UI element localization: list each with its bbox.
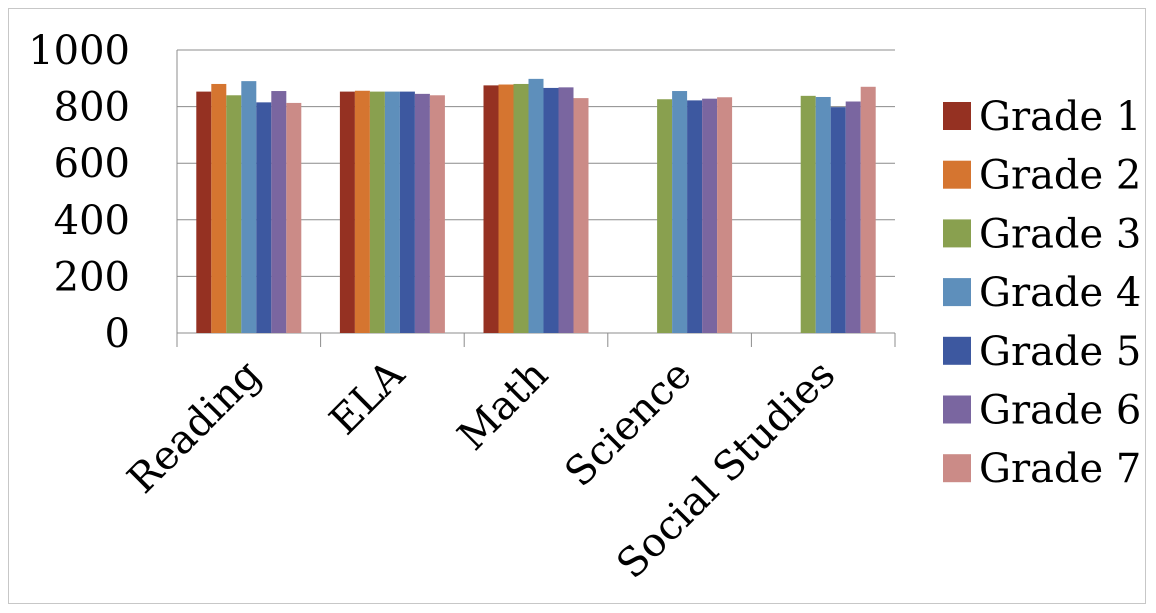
bar-ela-grade-7 (429, 95, 445, 333)
legend-label-grade-3: Grade 3 (979, 211, 1141, 257)
y-tick-label-200: 200 (54, 254, 130, 300)
legend-label-grade-5: Grade 5 (979, 329, 1141, 375)
bars (196, 78, 876, 334)
x-category-label-science: Science (556, 352, 700, 496)
legend-swatch-grade-2 (943, 160, 971, 189)
bar-ela-grade-3 (369, 91, 385, 333)
bar-ela-grade-4 (384, 91, 400, 333)
legend-label-grade-7: Grade 7 (979, 446, 1141, 492)
bar-social-studies-grade-5 (830, 107, 846, 333)
legend-swatch-grade-6 (943, 395, 971, 424)
legend-label-grade-2: Grade 2 (979, 153, 1141, 199)
bar-ela-grade-6 (414, 93, 430, 334)
legend: Grade 1 Grade 2 Grade 3 Grade 4 Grade 5 Grade… (943, 94, 1141, 492)
legend-label-grade-6: Grade 6 (979, 388, 1141, 434)
legend-swatch-grade-7 (943, 454, 971, 483)
bar-reading-grade-3 (226, 95, 242, 333)
legend-swatch-grade-4 (943, 278, 971, 307)
bar-reading-grade-5 (256, 102, 272, 333)
bar-math-grade-7 (573, 98, 589, 333)
bar-social-studies-grade-4 (815, 96, 831, 333)
bar-math-grade-5 (543, 87, 559, 333)
bar-math-grade-2 (498, 84, 514, 333)
bar-science-grade-5 (687, 100, 703, 334)
x-category-label-reading: Reading (119, 352, 270, 503)
bar-math-grade-4 (528, 78, 544, 333)
bar-reading-grade-1 (196, 91, 212, 333)
bar-reading-grade-7 (286, 102, 302, 334)
x-category-label-math: Math (449, 352, 557, 460)
bar-reading-grade-6 (271, 91, 287, 333)
bar-ela-grade-2 (354, 90, 370, 333)
y-tick-label-0: 0 (105, 311, 130, 357)
bar-reading-grade-2 (211, 83, 227, 334)
y-tick-label-600: 600 (54, 141, 130, 187)
bar-social-studies-grade-6 (845, 101, 861, 333)
bar-ela-grade-1 (339, 91, 355, 333)
bar-math-grade-1 (483, 85, 499, 333)
bar-science-grade-3 (657, 99, 673, 333)
y-tick-label-800: 800 (54, 85, 130, 131)
legend-label-grade-4: Grade 4 (979, 270, 1141, 316)
bar-ela-grade-5 (399, 91, 415, 333)
legend-swatch-grade-5 (943, 336, 971, 365)
bar-reading-grade-4 (241, 81, 257, 333)
legend-swatch-grade-1 (943, 102, 971, 130)
legend-swatch-grade-3 (943, 219, 971, 248)
bar-social-studies-grade-3 (800, 95, 816, 333)
bar-science-grade-6 (702, 98, 718, 334)
y-tick-labels: 0 200 400 600 800 1000 (28, 28, 130, 357)
bar-math-grade-6 (558, 87, 574, 333)
y-tick-label-1000: 1000 (28, 28, 130, 74)
bar-science-grade-4 (672, 91, 688, 333)
x-category-label-ela: ELA (321, 351, 414, 444)
y-tick-label-400: 400 (54, 198, 130, 244)
legend-label-grade-1: Grade 1 (979, 94, 1141, 140)
bar-math-grade-3 (513, 83, 529, 334)
bar-social-studies-grade-7 (860, 86, 876, 333)
bar-science-grade-7 (717, 97, 733, 333)
